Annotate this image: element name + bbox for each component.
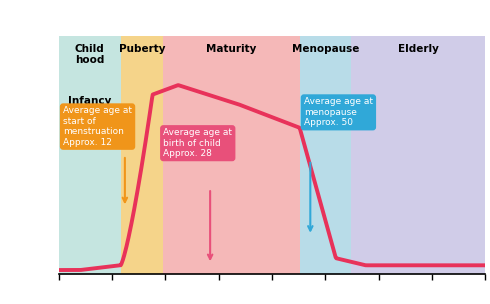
Text: Infancy: Infancy — [68, 96, 111, 106]
Bar — [163, 36, 300, 274]
Text: Average age at
birth of child
Approx. 28: Average age at birth of child Approx. 28 — [163, 128, 232, 158]
Bar — [121, 36, 163, 274]
Text: Average age at
menopause
Approx. 50: Average age at menopause Approx. 50 — [304, 98, 373, 127]
Bar — [351, 36, 485, 274]
Text: Child
hood: Child hood — [75, 43, 104, 65]
Bar — [300, 36, 351, 274]
Text: Menopause: Menopause — [292, 43, 359, 54]
Text: Maturity: Maturity — [206, 43, 257, 54]
Bar — [59, 36, 121, 274]
Text: Puberty: Puberty — [119, 43, 165, 54]
Text: Average age at
start of
menstruation
Approx. 12: Average age at start of menstruation App… — [63, 106, 132, 147]
Text: Elderly: Elderly — [397, 43, 439, 54]
